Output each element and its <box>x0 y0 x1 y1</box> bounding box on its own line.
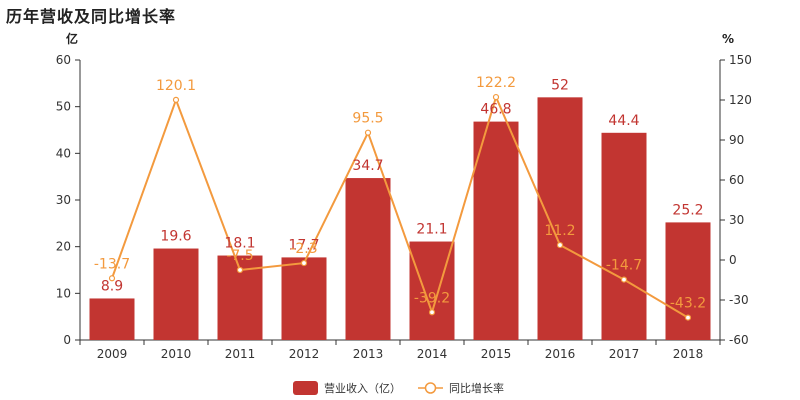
line-data-label: -2.3 <box>290 241 317 257</box>
bar <box>473 121 519 340</box>
x-tick-label: 2013 <box>353 347 384 361</box>
line-point <box>620 276 628 283</box>
line-data-label: 120.1 <box>156 78 196 94</box>
bar-data-label: 44.4 <box>608 113 639 129</box>
x-tick-label: 2009 <box>97 347 128 361</box>
bar-data-label: 46.8 <box>480 102 511 118</box>
y-left-tick-label: 20 <box>56 240 71 254</box>
x-tick-label: 2010 <box>161 347 192 361</box>
line-data-label: -14.7 <box>606 258 642 274</box>
bar-data-label: 18.1 <box>224 236 255 252</box>
bar <box>409 241 455 340</box>
line-point <box>556 241 564 249</box>
bar-data-label: 34.7 <box>352 158 383 174</box>
bar-data-label: 8.9 <box>101 278 123 294</box>
bar <box>601 132 647 340</box>
line-point <box>684 314 692 321</box>
y-right-tick-label: 120 <box>729 93 752 107</box>
y-right-tick-label: -30 <box>729 293 749 307</box>
line-data-label: -39.2 <box>414 290 450 306</box>
y-left-tick-label: 30 <box>56 193 71 207</box>
bar <box>89 298 135 340</box>
line-point <box>300 259 308 267</box>
line-point <box>428 309 436 316</box>
line-point <box>108 275 116 282</box>
line-data-label: 95.5 <box>352 111 383 127</box>
legend-swatch-bar <box>293 381 318 395</box>
y-right-tick-label: 90 <box>729 133 744 147</box>
bar <box>345 178 391 340</box>
x-tick-label: 2016 <box>545 347 576 361</box>
bar <box>665 222 711 340</box>
bar-data-label: 52 <box>551 77 569 93</box>
line-data-label: 11.2 <box>544 223 575 239</box>
bar-data-label: 25.2 <box>672 202 703 218</box>
bar-data-label: 21.1 <box>416 222 447 238</box>
x-tick-label: 2017 <box>609 347 640 361</box>
legend-swatch-marker <box>424 382 437 394</box>
legend-label-bar: 营业收入（亿） <box>324 381 401 395</box>
legend-label-line: 同比增长率 <box>449 381 504 395</box>
y-left-tick-label: 10 <box>56 286 71 300</box>
line-point <box>172 96 180 103</box>
line-point <box>492 93 500 101</box>
line-point <box>236 266 244 274</box>
growth-rate-line <box>111 94 689 319</box>
chart-title: 历年营收及同比增长率 <box>6 7 177 26</box>
bar <box>153 248 199 340</box>
line-data-label: -13.7 <box>94 256 130 272</box>
y-axis-right-unit: % <box>722 32 734 46</box>
x-tick-label: 2011 <box>225 347 256 361</box>
y-right-tick-label: -60 <box>729 333 749 347</box>
x-tick-label: 2018 <box>673 347 704 361</box>
y-left-tick-label: 0 <box>63 333 71 347</box>
y-left-tick-label: 50 <box>56 100 71 114</box>
y-right-tick-label: 60 <box>729 173 744 187</box>
y-left-tick-label: 60 <box>56 53 71 67</box>
line-point <box>364 129 372 136</box>
line-data-label: -7.5 <box>226 248 253 264</box>
x-tick-label: 2014 <box>417 347 448 361</box>
bar <box>281 257 327 340</box>
y-axis-left-unit: 亿 <box>66 31 78 46</box>
y-left-tick-label: 40 <box>56 146 71 160</box>
bar-data-label: 17.7 <box>288 237 319 253</box>
line-data-label: 122.2 <box>476 75 516 91</box>
bar <box>537 97 583 340</box>
y-right-tick-label: 0 <box>729 253 737 267</box>
y-right-tick-label: 30 <box>729 213 744 227</box>
x-tick-label: 2015 <box>481 347 512 361</box>
bar-data-label: 19.6 <box>160 229 191 245</box>
line-data-label: -43.2 <box>670 296 706 312</box>
y-right-tick-label: 150 <box>729 53 752 67</box>
x-tick-label: 2012 <box>289 347 320 361</box>
